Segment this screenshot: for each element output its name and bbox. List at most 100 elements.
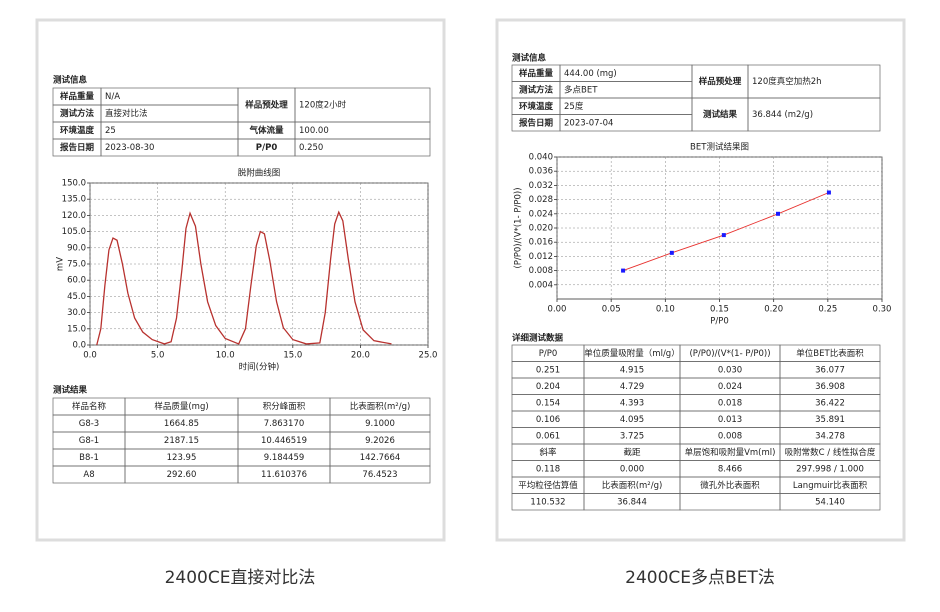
cell-text: 截距 <box>623 447 641 458</box>
cell-text: 0.154 <box>536 398 560 408</box>
cell-text: 0.118 <box>536 464 560 474</box>
cell-text: 斜率 <box>539 447 557 458</box>
cell-text: 36.844 (m2/g) <box>752 110 813 120</box>
cell-text: 0.024 <box>718 382 742 392</box>
section-title: 测试结果 <box>53 385 88 396</box>
cell-text: 4.915 <box>620 365 644 375</box>
section-title: 详细测试数据 <box>512 333 564 344</box>
cell-text: 微孔外比表面积 <box>700 480 760 491</box>
table-cell <box>747 97 881 132</box>
cell-text: 样品预处理 <box>699 76 742 87</box>
table-cell <box>329 465 431 484</box>
x-tick-label: 20.0 <box>351 351 370 361</box>
cell-text: 110.532 <box>530 497 565 507</box>
cell-text: 0.013 <box>718 415 742 425</box>
cell-text: 0.008 <box>718 431 742 441</box>
cell-text: 样品重量 <box>60 91 95 102</box>
cell-text: 报告日期 <box>519 117 554 128</box>
cell-text: 76.4523 <box>362 470 397 480</box>
cell-text: 单位BET比表面积 <box>796 348 864 359</box>
x-tick-label: 0.25 <box>818 305 837 315</box>
cell-text: 0.204 <box>536 382 560 392</box>
table-cell <box>779 493 881 511</box>
cell-text: 25度 <box>564 101 584 112</box>
cell-text: 25 <box>105 126 116 136</box>
y-tick-label: 30.0 <box>67 308 86 318</box>
x-tick-label: 5.0 <box>151 351 165 361</box>
caption: 2400CE多点BET法 <box>625 568 775 588</box>
cell-text: 测试方法 <box>519 84 554 95</box>
cell-text: 测试结果 <box>703 109 738 120</box>
y-tick-label: 150.0 <box>62 179 86 189</box>
cell-text: 环境温度 <box>60 125 95 136</box>
cell-text: 比表面积(m²/g) <box>602 480 663 491</box>
y-tick-label: 0.008 <box>529 266 553 276</box>
plot-area <box>556 156 883 300</box>
y-tick-label: 0.036 <box>529 167 553 177</box>
y-tick-label: 0.024 <box>529 209 553 219</box>
y-tick-label: 105.0 <box>62 227 86 237</box>
cell-text: 2023-08-30 <box>105 143 154 153</box>
data-point <box>776 211 780 216</box>
cell-text: 35.891 <box>815 415 845 425</box>
cell-text: 11.610376 <box>261 470 307 480</box>
cell-text: 单层饱和吸附量Vm(ml) <box>685 447 776 458</box>
cell-text: 100.00 <box>299 126 329 136</box>
x-axis-label: 时间(分钟) <box>239 362 280 373</box>
y-tick-label: 120.0 <box>62 211 86 221</box>
y-tick-label: 15.0 <box>67 324 86 334</box>
x-tick-label: 0.10 <box>656 305 675 315</box>
y-tick-label: 60.0 <box>67 276 86 286</box>
cell-text: 4.393 <box>620 398 644 408</box>
cell-text: 4.729 <box>620 382 644 392</box>
data-point <box>621 268 626 273</box>
cell-text: 3.725 <box>620 431 644 441</box>
y-tick-label: 0.020 <box>529 224 553 234</box>
cell-text: N/A <box>105 92 120 102</box>
table-cell <box>294 138 431 157</box>
section-title: 测试信息 <box>512 53 547 64</box>
cell-text: 样品预处理 <box>245 100 288 111</box>
x-tick-label: 0.15 <box>710 305 729 315</box>
cell-text: 34.278 <box>815 431 845 441</box>
cell-text: 0.250 <box>299 143 323 153</box>
x-tick-label: 0.30 <box>873 305 892 315</box>
x-tick-label: 10.0 <box>216 351 235 361</box>
y-tick-label: 0.004 <box>529 280 553 290</box>
cell-text: 样品重量 <box>519 68 554 79</box>
y-axis-label: mV <box>56 257 66 271</box>
y-tick-label: 0.016 <box>529 238 553 248</box>
cell-text: 2187.15 <box>164 436 199 446</box>
cell-text: 样品名称 <box>72 401 107 412</box>
cell-text: 气体流量 <box>248 125 284 136</box>
cell-text: 0.030 <box>718 365 742 375</box>
cell-text: A8 <box>83 470 94 480</box>
chart-title: 脱附曲线图 <box>238 168 281 179</box>
cell-text: Langmuir比表面积 <box>793 480 868 491</box>
section-title: 测试信息 <box>53 75 88 86</box>
cell-text: P/P0 <box>539 349 558 359</box>
cell-text: G8-1 <box>79 436 99 446</box>
cell-text: 0.106 <box>536 415 560 425</box>
series-line <box>96 210 392 346</box>
y-tick-label: 90.0 <box>67 243 86 253</box>
cell-text: 444.00 (mg) <box>564 69 617 79</box>
cell-text: 36.077 <box>815 365 845 375</box>
cell-text: 36.422 <box>815 398 845 408</box>
x-axis-label: P/P0 <box>710 317 729 327</box>
cell-text: 8.466 <box>718 464 742 474</box>
cell-text: 36.844 <box>617 497 647 507</box>
y-tick-label: 0.0 <box>72 341 86 351</box>
cell-text: 2023-07-04 <box>564 118 613 128</box>
cell-text: 多点BET <box>564 84 598 95</box>
cell-text: 0.018 <box>718 398 742 408</box>
cell-text: 测试方法 <box>60 108 95 119</box>
y-tick-label: 0.028 <box>529 195 553 205</box>
cell-text: 142.7664 <box>360 453 401 463</box>
cell-text: 9.2026 <box>365 436 395 446</box>
cell-text: 120度真空加热2h <box>752 76 822 87</box>
data-point <box>669 250 674 255</box>
cell-text: 0.061 <box>536 431 560 441</box>
cell-text: 环境温度 <box>519 101 554 112</box>
